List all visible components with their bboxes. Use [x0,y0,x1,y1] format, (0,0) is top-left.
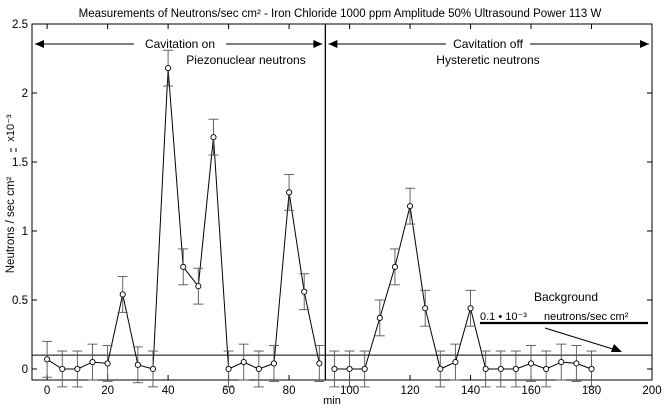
data-point [134,361,141,368]
cavitation-on-label: Cavitation on [145,37,215,51]
x-tick-label: 200 [642,385,661,397]
data-point [165,65,172,72]
y-tick-label: 2.5 [12,19,28,31]
y-tick-label: 0 [22,364,28,376]
x-tick-label: 120 [400,385,419,397]
data-point [452,359,459,366]
data-point [512,365,519,373]
y-axis: 0 0.5 1 1.5 2 2.5 [12,19,652,376]
x-tick-label: 40 [162,385,175,397]
background-title: Background [534,290,598,304]
data-point [406,203,414,210]
series-line [334,205,592,370]
data-point [149,365,157,373]
arrow-head [640,40,649,48]
data-point [558,359,565,366]
x-tick-label: 140 [461,385,480,397]
cavitation-off-label: Cavitation off [453,37,523,51]
data-point [89,359,96,366]
data-point [225,365,232,373]
data-point [286,189,293,196]
annotations: Cavitation on Piezonuclear neutrons Cavita… [32,24,652,380]
x-tick-label: 160 [521,385,540,397]
hysteretic-label: Hysteretic neutrons [436,53,539,67]
arrow-head [611,344,622,352]
background-pointer [544,327,617,351]
data-point [573,360,580,367]
data-point [361,365,368,373]
data-point [482,365,489,373]
data-point [301,288,308,295]
x-tick-label: 100 [340,385,359,397]
series-line [46,68,320,370]
data-point [255,365,262,373]
data-point [44,356,51,363]
data-point [104,360,111,367]
data-point [376,314,383,321]
data-point [240,359,247,366]
arrow-head [328,40,338,48]
data-point [270,360,278,367]
data-point [195,283,202,290]
data-point [210,134,217,141]
piezonuclear-label: Piezonuclear neutrons [186,53,305,67]
x-axis-label: min [323,395,341,407]
background-value: 0.1 • 10⁻³ [480,311,527,323]
arrow-head [313,40,323,48]
data-point [119,291,126,298]
data-series [42,49,597,388]
y-tick-label: 1.5 [12,157,28,169]
data-point [331,365,338,373]
arrow-head [35,40,44,48]
x-tick-label: 0 [44,385,50,397]
data-point [588,365,595,373]
data-point [74,365,81,373]
y-tick-label: 0.5 [12,295,28,307]
y-tick-label: 1 [22,226,28,238]
data-point [543,365,550,373]
data-point [391,263,398,270]
y-tick-label: 2 [22,88,28,100]
data-point [422,305,429,312]
data-point [180,263,187,270]
x-tick-label: 60 [222,385,235,397]
data-point [437,365,444,373]
data-point [59,365,66,373]
x-tick-label: 20 [101,385,114,397]
y-axis-label: Neutrons / sec cm² [5,177,17,274]
background-unit: neutrons/sec cm² [544,311,629,323]
x-tick-label: 180 [582,385,601,397]
data-point [346,365,353,373]
x-tick-label: 80 [283,385,296,397]
x-axis: 0 20 40 60 80 100 120 140 160 180 200 [44,24,662,397]
data-point [467,305,474,312]
data-point [527,360,535,367]
data-point [497,365,504,373]
chart-title: Measurements of Neutrons/sec cm² - Iron … [79,8,602,20]
data-point [316,360,323,367]
plot-frame [31,23,653,381]
y-axis-scale-label: x10⁻³ [5,114,17,142]
